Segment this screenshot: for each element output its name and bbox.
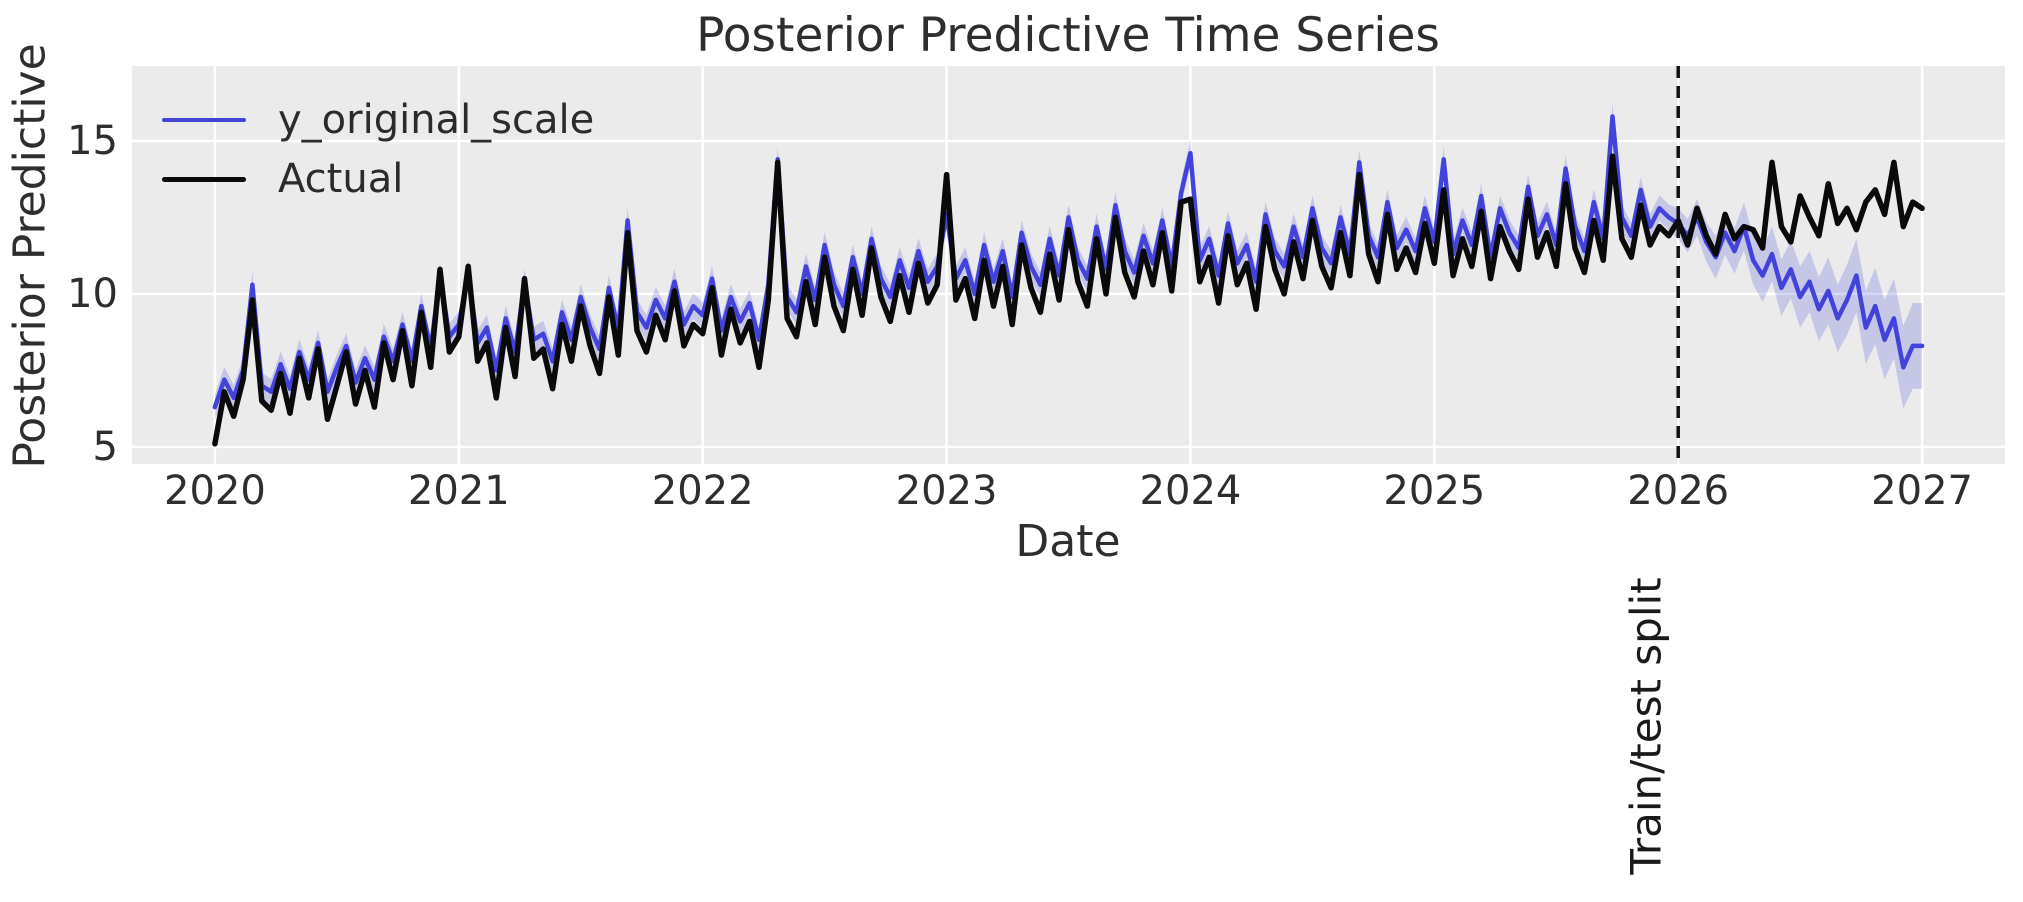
x-tick-label: 2023 (895, 468, 998, 514)
y-tick-label: 5 (92, 423, 118, 470)
x-tick-label: 2020 (164, 468, 266, 514)
legend-label: Actual (278, 156, 404, 202)
x-tick-label: 2026 (1627, 468, 1730, 514)
x-tick-label: 2022 (651, 468, 754, 514)
y-axis-label: Posterior Predictive (4, 43, 56, 469)
legend-item: y_original_scale (162, 97, 594, 143)
predicted-line (212, 114, 1925, 410)
legend-line-swatch (162, 118, 246, 122)
x-tick-label: 2024 (1139, 468, 1242, 514)
legend-label: y_original_scale (278, 97, 595, 143)
legend: y_original_scale Actual (162, 97, 594, 202)
chart-title: Posterior Predictive Time Series (696, 8, 1440, 63)
x-axis-label: Date (1015, 516, 1121, 567)
x-tick-label: 2025 (1383, 468, 1486, 514)
legend-item: Actual (162, 156, 594, 202)
y-tick-label: 15 (67, 117, 118, 164)
plot-background (132, 66, 2005, 464)
x-tick-label: 2021 (407, 468, 510, 514)
actual-line (212, 153, 1925, 447)
x-tick-label: 2027 (1871, 468, 1973, 514)
train-test-split-label: Train/test split (1621, 577, 1671, 875)
y-tick-label: 10 (67, 270, 118, 317)
legend-line-swatch (162, 176, 246, 182)
